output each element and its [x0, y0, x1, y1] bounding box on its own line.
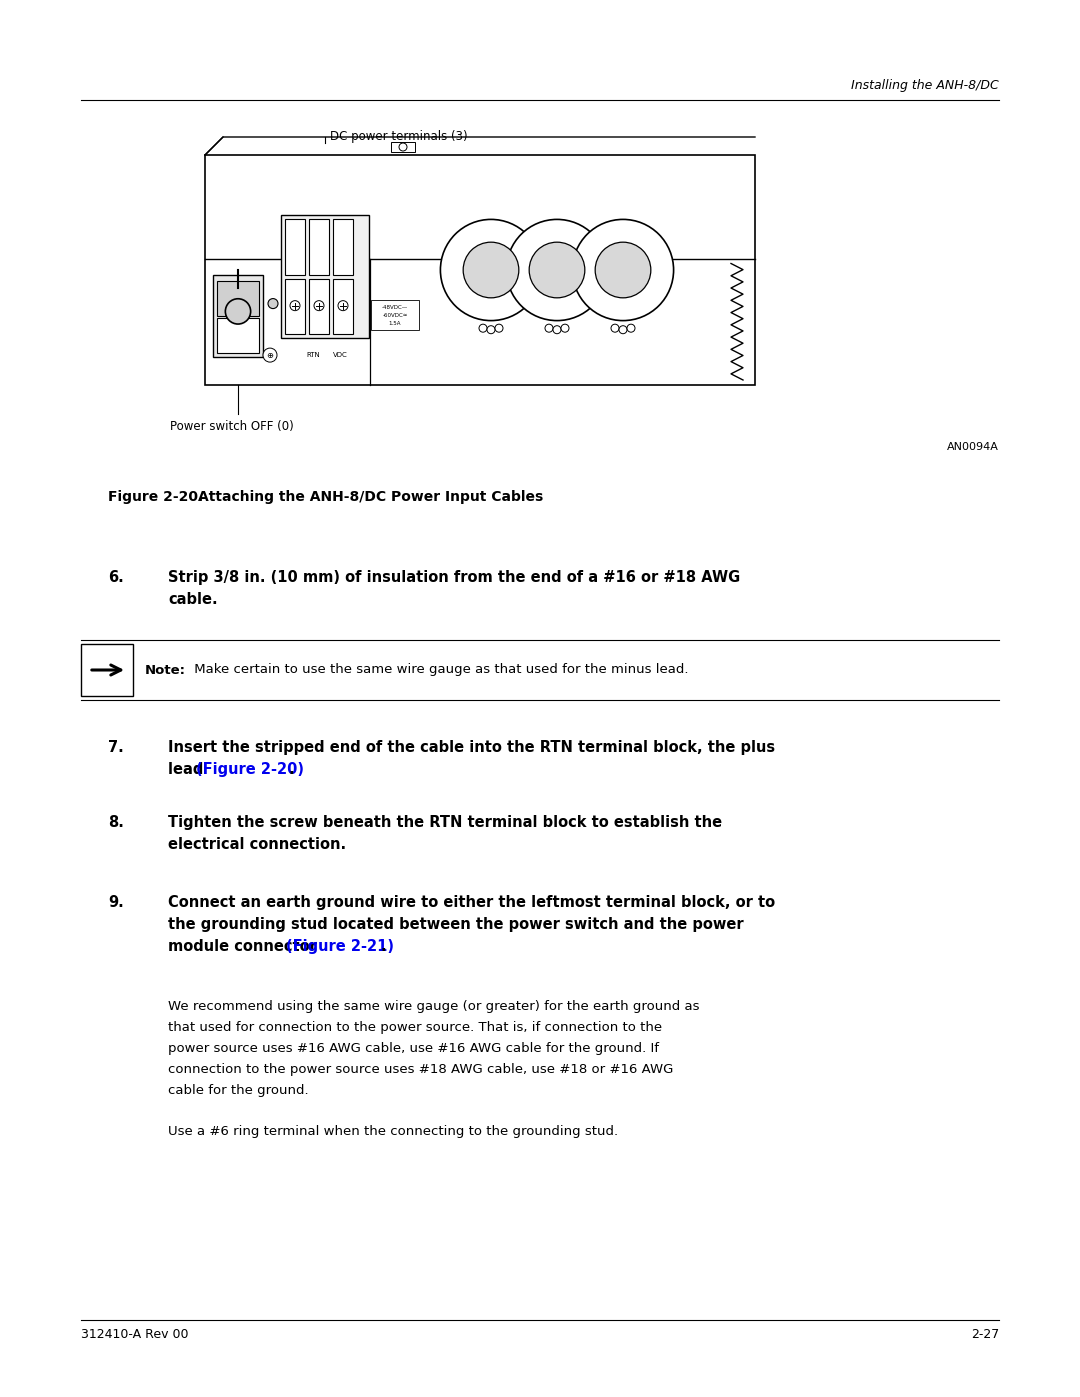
Text: (Figure 2-20): (Figure 2-20) — [195, 761, 303, 777]
Bar — [333, 219, 353, 275]
Text: Insert the stripped end of the cable into the RTN terminal block, the plus: Insert the stripped end of the cable int… — [168, 740, 775, 754]
Text: Attaching the ANH-8/DC Power Input Cables: Attaching the ANH-8/DC Power Input Cable… — [198, 490, 543, 504]
Circle shape — [495, 324, 503, 332]
Text: cable.: cable. — [168, 592, 218, 608]
Bar — [333, 279, 353, 334]
Text: 312410-A Rev 00: 312410-A Rev 00 — [81, 1329, 189, 1341]
Text: ⊕: ⊕ — [267, 351, 273, 359]
Bar — [309, 219, 329, 275]
Circle shape — [595, 242, 651, 298]
Text: that used for connection to the power source. That is, if connection to the: that used for connection to the power so… — [168, 1021, 662, 1034]
Text: .: . — [289, 761, 295, 777]
Circle shape — [268, 299, 278, 309]
Circle shape — [226, 299, 251, 324]
Bar — [217, 319, 259, 353]
Circle shape — [291, 300, 300, 310]
Text: Strip 3/8 in. (10 mm) of insulation from the end of a #16 or #18 AWG: Strip 3/8 in. (10 mm) of insulation from… — [168, 570, 740, 585]
Text: lead: lead — [168, 761, 208, 777]
Circle shape — [507, 219, 608, 320]
Bar — [285, 279, 305, 334]
Circle shape — [545, 324, 553, 332]
Text: Figure 2-20.: Figure 2-20. — [108, 490, 203, 504]
Bar — [81, 644, 133, 696]
Bar — [309, 279, 329, 334]
Text: Connect an earth ground wire to either the leftmost terminal block, or to: Connect an earth ground wire to either t… — [168, 895, 775, 909]
Text: .: . — [381, 939, 387, 954]
Bar — [217, 281, 259, 316]
Text: 2-27: 2-27 — [971, 1329, 999, 1341]
Circle shape — [619, 326, 627, 334]
Text: VDC: VDC — [333, 352, 348, 358]
Text: Use a #6 ring terminal when the connecting to the grounding stud.: Use a #6 ring terminal when the connecti… — [168, 1125, 618, 1139]
Text: module connector: module connector — [168, 939, 322, 954]
Text: electrical connection.: electrical connection. — [168, 837, 346, 852]
Bar — [372, 300, 419, 331]
Text: -60VDC≈: -60VDC≈ — [382, 313, 407, 319]
Circle shape — [480, 324, 487, 332]
Text: connection to the power source uses #18 AWG cable, use #18 or #16 AWG: connection to the power source uses #18 … — [168, 1063, 673, 1076]
Text: the grounding stud located between the power switch and the power: the grounding stud located between the p… — [168, 916, 744, 932]
Text: DC power terminals (3): DC power terminals (3) — [330, 130, 468, 142]
Circle shape — [529, 242, 585, 298]
Text: 7.: 7. — [108, 740, 124, 754]
Text: Installing the ANH-8/DC: Installing the ANH-8/DC — [851, 80, 999, 92]
Text: Tighten the screw beneath the RTN terminal block to establish the: Tighten the screw beneath the RTN termin… — [168, 814, 723, 830]
Circle shape — [611, 324, 619, 332]
Text: 8.: 8. — [108, 814, 124, 830]
Circle shape — [561, 324, 569, 332]
Text: (Figure 2-21): (Figure 2-21) — [286, 939, 394, 954]
Bar — [213, 275, 264, 358]
Text: Make certain to use the same wire gauge as that used for the minus lead.: Make certain to use the same wire gauge … — [190, 664, 689, 676]
Circle shape — [463, 242, 518, 298]
Text: Power switch OFF (0): Power switch OFF (0) — [170, 420, 294, 433]
Bar — [205, 155, 755, 386]
Text: -48VDC—: -48VDC— — [382, 306, 408, 310]
Text: 6.: 6. — [108, 570, 124, 585]
Text: cable for the ground.: cable for the ground. — [168, 1084, 309, 1097]
Text: 1.5A: 1.5A — [389, 321, 402, 327]
Circle shape — [264, 348, 276, 362]
Bar — [281, 215, 369, 338]
Circle shape — [399, 142, 407, 151]
Circle shape — [627, 324, 635, 332]
Text: We recommend using the same wire gauge (or greater) for the earth ground as: We recommend using the same wire gauge (… — [168, 1000, 700, 1013]
Text: AN0094A: AN0094A — [947, 441, 999, 453]
Text: 9.: 9. — [108, 895, 124, 909]
Circle shape — [487, 326, 495, 334]
Text: Note:: Note: — [145, 664, 186, 676]
Circle shape — [572, 219, 674, 320]
Circle shape — [314, 300, 324, 310]
Bar — [391, 142, 415, 152]
Bar — [285, 219, 305, 275]
Text: RTN: RTN — [306, 352, 320, 358]
Circle shape — [553, 326, 561, 334]
Circle shape — [338, 300, 348, 310]
Circle shape — [441, 219, 541, 320]
Text: power source uses #16 AWG cable, use #16 AWG cable for the ground. If: power source uses #16 AWG cable, use #16… — [168, 1042, 659, 1055]
